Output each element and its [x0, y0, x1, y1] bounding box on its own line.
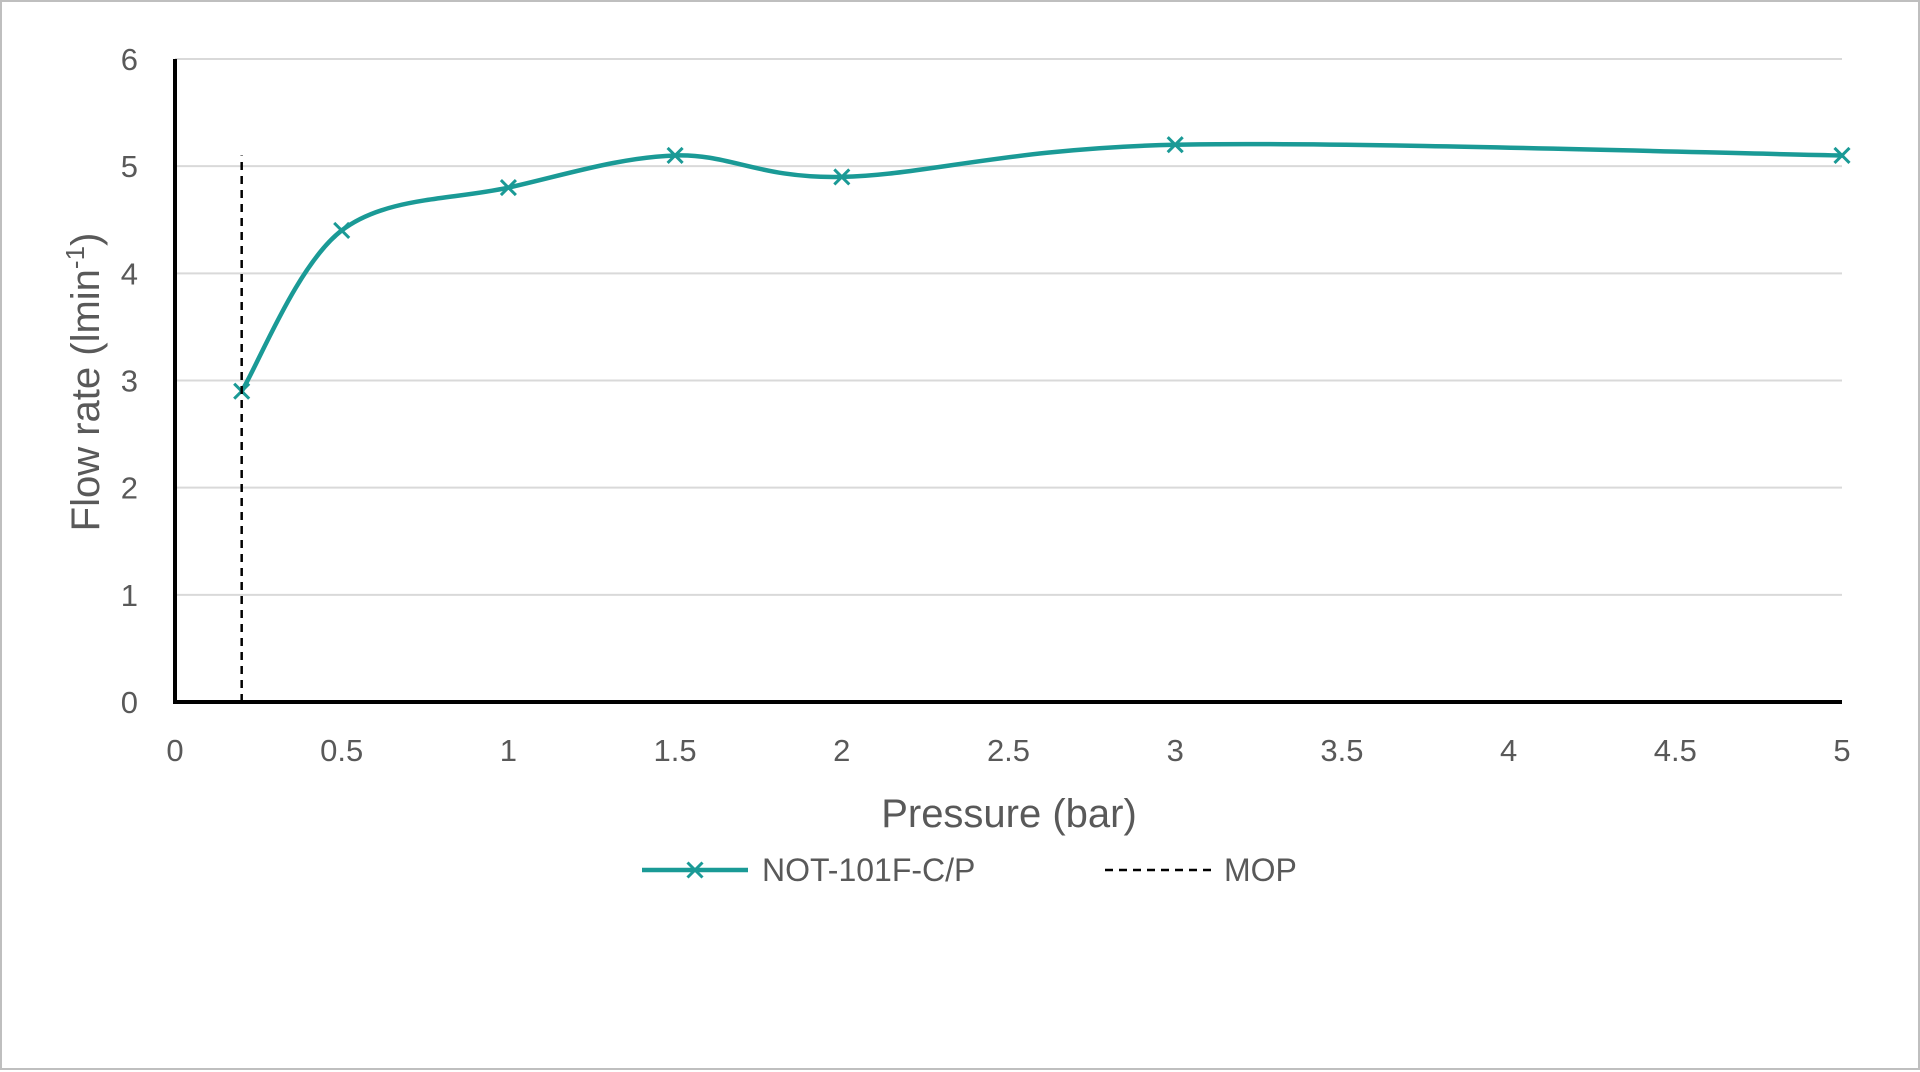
x-tick-label: 5 [1833, 733, 1850, 768]
data-point-marker [1833, 146, 1851, 165]
y-tick-label: 6 [121, 42, 138, 77]
series-layer [233, 136, 1851, 702]
x-tick-label: 4 [1500, 733, 1517, 768]
x-tick-label: 4.5 [1654, 733, 1697, 768]
marker-stroke [499, 179, 517, 197]
x-tick-label: 0.5 [320, 733, 363, 768]
marker-stroke [1166, 136, 1184, 154]
marker-stroke [666, 146, 684, 165]
data-point-marker [499, 179, 517, 197]
data-point-marker [333, 221, 351, 240]
y-axis-title-main: Flow rate (lmin [64, 269, 108, 531]
axes [173, 59, 1842, 704]
y-tick-label: 0 [121, 685, 138, 720]
y-tick-label: 4 [121, 256, 138, 291]
marker-stroke [686, 861, 704, 879]
y-axis-title: Flow rate (lmin-1) [60, 233, 108, 532]
legend-entry-mop: MOP [1105, 852, 1297, 888]
data-point-marker [666, 146, 684, 165]
x-tick-label: 2.5 [987, 733, 1030, 768]
x-tick-label: 2 [833, 733, 850, 768]
legend-entry-not-101f: NOT-101F-C/P [642, 852, 975, 888]
x-tick-label: 1 [500, 733, 517, 768]
tick-labels: 0 1 2 3 4 5 6 0 0.5 1 1.5 2 2.5 3 3.5 4 4.5 5 [121, 42, 1851, 768]
y-tick-label: 5 [121, 149, 138, 184]
x-tick-label: 3 [1167, 733, 1184, 768]
x-tick-label: 1.5 [654, 733, 697, 768]
legend-swatch-marker [686, 861, 704, 879]
y-axis-title-tail: ) [64, 233, 108, 246]
gridlines [175, 58, 1842, 596]
y-tick-label: 3 [121, 364, 138, 399]
data-point-marker [1166, 136, 1184, 154]
legend-label-not-101f: NOT-101F-C/P [762, 852, 975, 888]
legend-label-mop: MOP [1224, 852, 1297, 888]
series-line-not-101f [239, 141, 1845, 394]
y-axis-title-superscript: -1 [60, 246, 90, 269]
marker-stroke [333, 221, 351, 240]
marker-stroke [833, 168, 851, 186]
x-axis-title: Pressure (bar) [881, 792, 1137, 836]
legend: NOT-101F-C/P MOP [642, 852, 1297, 888]
y-tick-label: 1 [121, 578, 138, 613]
data-point-marker [833, 168, 851, 186]
x-tick-label: 0 [166, 733, 183, 768]
y-tick-label: 2 [121, 471, 138, 506]
x-tick-label: 3.5 [1320, 733, 1363, 768]
marker-stroke [1833, 146, 1851, 165]
